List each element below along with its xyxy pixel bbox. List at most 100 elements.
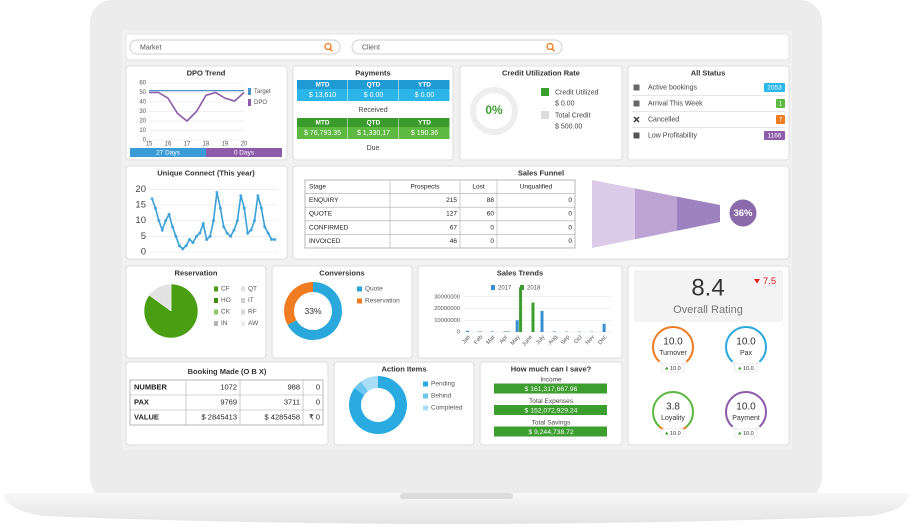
save-label: Income <box>540 377 562 384</box>
table-cell: 127 <box>446 211 457 218</box>
rating-box <box>634 270 783 322</box>
search-input[interactable] <box>351 39 563 55</box>
legend-swatch <box>241 321 245 326</box>
gauge-value: 10.0 <box>736 337 756 348</box>
table-cell: 46 <box>450 238 458 245</box>
point <box>239 193 243 198</box>
credit-label: Total Credit <box>555 112 590 119</box>
legend-swatch <box>248 88 251 95</box>
legend-label: Behind <box>431 393 452 400</box>
laptop-notch <box>400 493 513 499</box>
legend-label: Pending <box>431 381 455 388</box>
point <box>222 225 226 229</box>
table-header: Stage <box>309 184 326 191</box>
legend-label: Target <box>254 89 271 95</box>
x-tick-label: Oct <box>573 334 584 345</box>
point <box>252 219 257 223</box>
gauge-arc <box>652 391 694 428</box>
payment-value: $ 0.00 <box>364 92 384 99</box>
point <box>194 234 199 238</box>
y-tick-label: 10000000 <box>434 318 460 324</box>
table-cell: 1072 <box>220 382 237 391</box>
legend-swatch <box>357 286 362 292</box>
bar <box>540 310 544 332</box>
payment-header <box>297 80 348 89</box>
gauge-value: 10.0 <box>736 402 756 413</box>
save-bar <box>494 405 607 415</box>
x-tick-label: 18 <box>203 142 210 148</box>
payment-cell <box>348 89 399 101</box>
status-label: Cancelled <box>648 116 679 123</box>
y-tick-label: 5 <box>141 231 146 242</box>
panel <box>125 65 288 161</box>
legend-label: HO <box>221 297 231 304</box>
footer-bar <box>206 148 282 157</box>
point <box>228 234 233 238</box>
gauge-label: Pax <box>740 350 753 357</box>
x-tick-label: July <box>535 334 546 346</box>
down-arrow <box>754 279 760 284</box>
rating-label: Overall Rating <box>673 304 743 316</box>
point <box>153 206 158 210</box>
up-arrow <box>738 366 742 370</box>
payment-header <box>399 80 450 89</box>
point <box>263 225 267 229</box>
point <box>218 206 222 210</box>
y-tick-label: 0 <box>457 330 460 336</box>
panel-title: Payments <box>355 68 390 77</box>
payment-cell <box>399 89 450 101</box>
status-count: 2053 <box>767 85 782 92</box>
search-placeholder: Market <box>140 44 161 51</box>
legend-label: AW <box>248 320 259 327</box>
y-tick-label: 30 <box>139 109 146 115</box>
legend-swatch <box>357 298 362 304</box>
payment-caption: Due <box>367 145 380 152</box>
point <box>150 197 154 201</box>
point <box>157 219 161 223</box>
payment-header <box>297 118 348 127</box>
table-border <box>129 379 324 426</box>
funnel-segment <box>635 188 677 240</box>
payment-value: $ 0.00 <box>415 92 435 99</box>
table-cell: VALUE <box>134 412 159 421</box>
legend-label: IT <box>248 297 254 304</box>
bar <box>466 330 470 332</box>
payment-header-label: QTD <box>367 120 381 127</box>
pie-slice <box>148 283 172 312</box>
point <box>170 225 175 229</box>
x-tick-label: May <box>510 334 522 346</box>
table-cell: PAX <box>134 397 149 406</box>
panel-title: Sales Trends <box>497 268 543 277</box>
search-icon <box>329 48 333 52</box>
point <box>259 206 263 210</box>
table-cell: INVOICED <box>309 238 341 245</box>
y-tick-label: 0 <box>141 247 146 258</box>
point <box>198 231 202 235</box>
search-icon <box>546 42 554 51</box>
panel-title: DPO Trend <box>187 68 226 77</box>
legend-label: RF <box>248 309 257 316</box>
gauge-arc <box>652 326 694 363</box>
x-tick-label: 15 <box>146 142 153 148</box>
legend-swatch <box>423 381 428 387</box>
search-input[interactable] <box>129 39 341 55</box>
x-tick-label: Sep <box>560 334 571 346</box>
search-icon <box>324 42 332 51</box>
save-bar <box>494 383 607 394</box>
funnel-percent: 36% <box>733 208 753 219</box>
credit-center: 0% <box>485 103 503 117</box>
legend-swatch <box>241 298 245 303</box>
table-cell: 0 <box>568 238 572 245</box>
table-cell: 988 <box>287 382 300 391</box>
x-tick-label: Mar <box>486 334 497 346</box>
y-tick-label: 40 <box>139 100 146 106</box>
legend-label: CF <box>221 286 230 293</box>
table-cell: $ 4285458 <box>265 412 300 421</box>
point <box>211 219 216 223</box>
point <box>269 237 274 242</box>
point <box>181 247 185 251</box>
payment-header-label: QTD <box>367 82 381 89</box>
gauge-sub: 10.0 <box>670 431 681 437</box>
x-tick-label: 19 <box>222 142 229 148</box>
